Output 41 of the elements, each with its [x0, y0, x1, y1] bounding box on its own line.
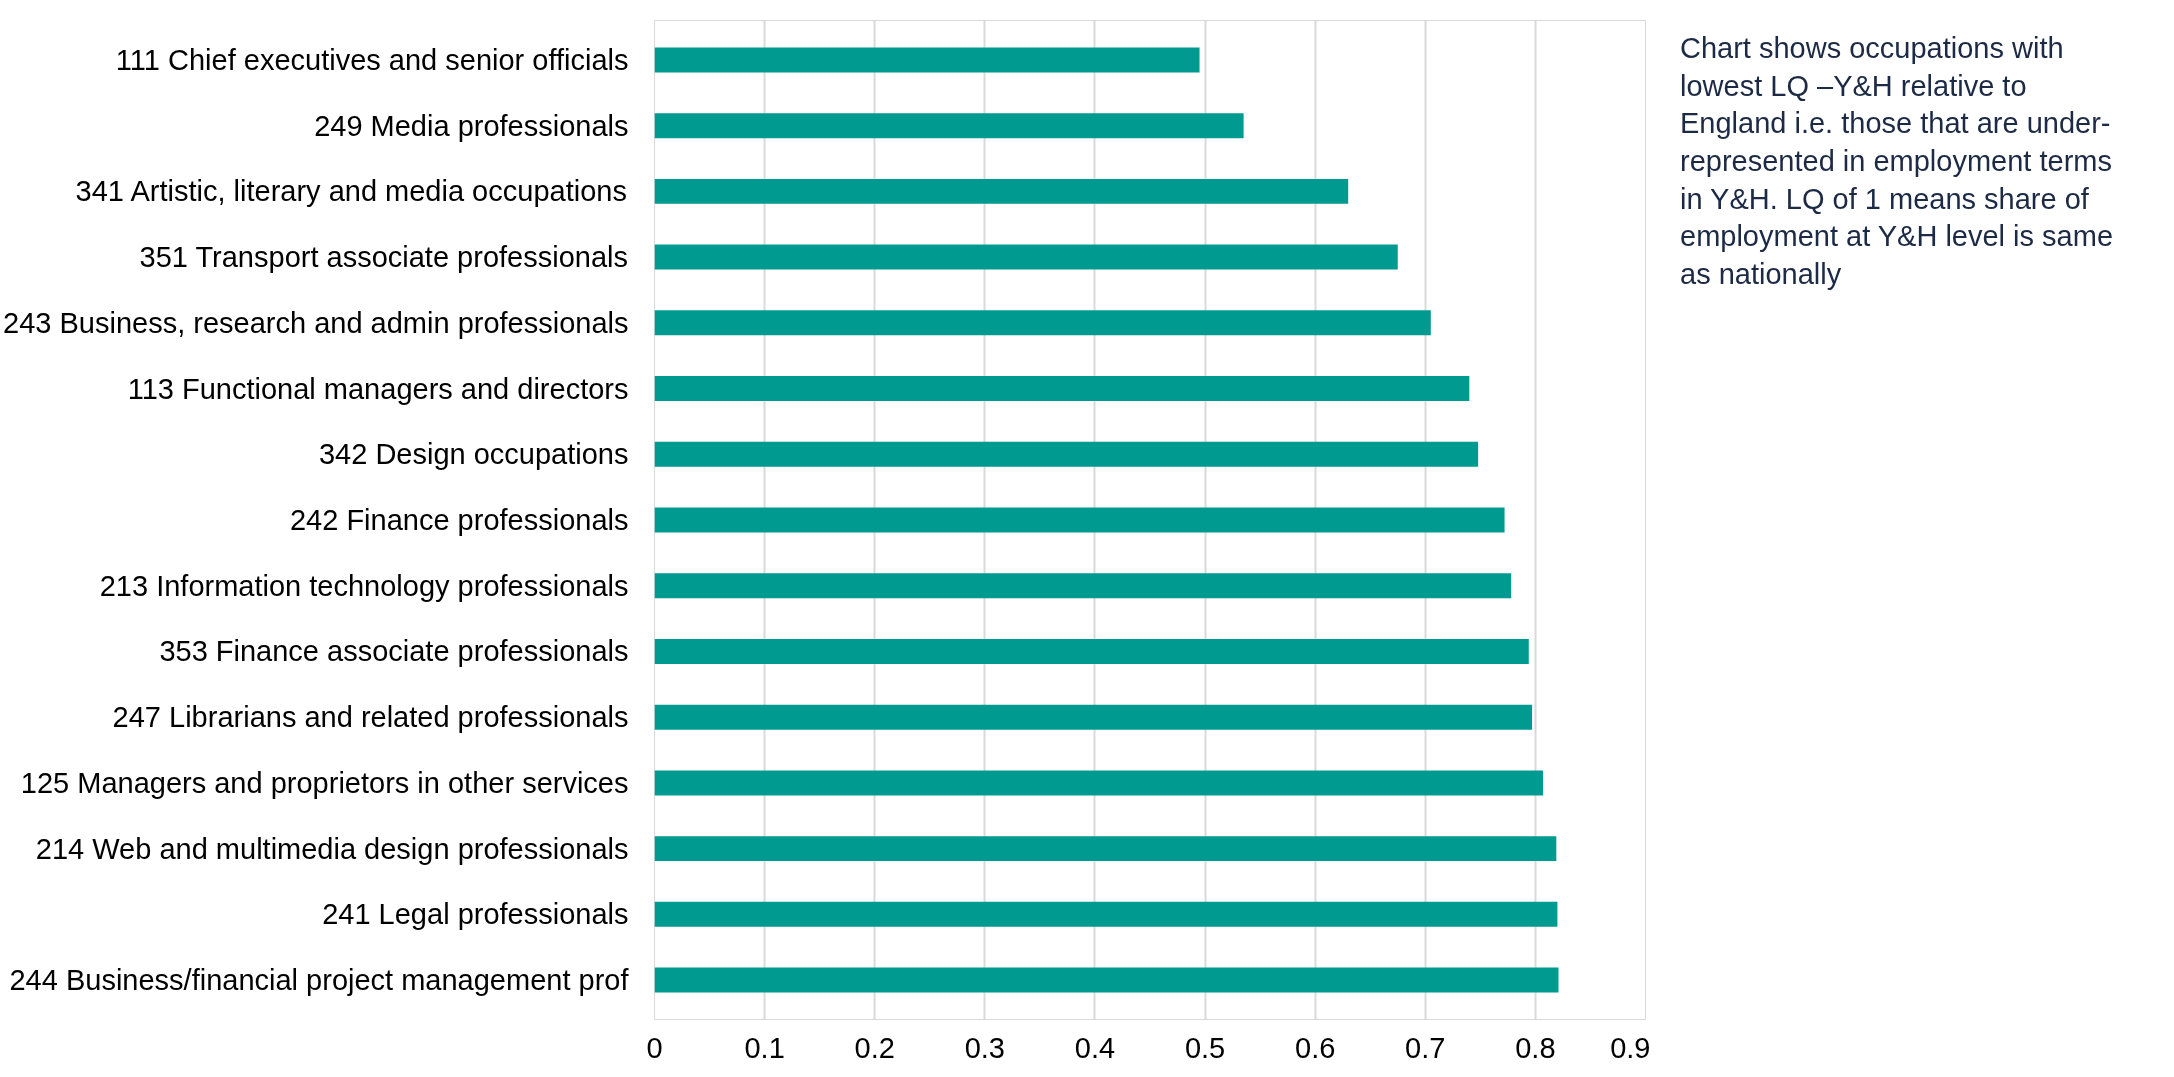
bar	[654, 507, 1505, 533]
y-tick-label: 351 Transport associate professionals	[139, 241, 628, 274]
bar	[654, 901, 1558, 927]
y-tick-label: 249 Media professionals	[314, 109, 629, 142]
x-tick-label: 0.7	[1405, 1031, 1446, 1064]
x-tick-label: 0.4	[1074, 1031, 1116, 1064]
y-tick-label: 247 Librarians and related professionals	[112, 701, 629, 734]
x-tick-label: 0.8	[1515, 1031, 1556, 1064]
bar	[654, 376, 1470, 402]
x-tick-label: 0.2	[854, 1031, 895, 1064]
bar	[654, 836, 1557, 862]
bar	[654, 967, 1559, 993]
y-tick-label: 125 Managers and proprietors in other services	[20, 766, 629, 799]
bar	[654, 178, 1349, 204]
bar	[654, 770, 1544, 796]
x-tick-label: 0.9	[1610, 1031, 1651, 1064]
bar	[654, 113, 1244, 139]
x-tick-label: 0.3	[964, 1031, 1005, 1064]
x-tick-label: 0.1	[744, 1031, 785, 1064]
y-tick-label: 244 Business/financial project management prof	[9, 964, 630, 997]
y-tick-label: 242 Finance professionals	[289, 504, 629, 536]
x-tick-label: 0	[646, 1031, 663, 1064]
x-tick-label: 0.6	[1295, 1031, 1336, 1064]
y-tick-label: 213 Information technology professionals	[99, 569, 629, 602]
y-tick-label: 341 Artistic, literary and media occupations	[75, 175, 627, 208]
text: Chart shows occupations with lowest LQ –Y&H relative to England i.e. those that are under-represented in employment terms in Y&H. LQ of 1 means share of employment at Y&H level is same as nationally	[1680, 31, 2115, 293]
x-tick-label: 0.5	[1184, 1031, 1226, 1064]
y-tick-label: 241 Legal professionals	[322, 898, 629, 931]
bar	[654, 244, 1398, 270]
bar	[654, 573, 1512, 599]
y-tick-label: 353 Finance associate professionals	[159, 635, 629, 668]
y-tick-label: 243 Business, research and admin professionals	[3, 306, 629, 339]
bar	[654, 704, 1533, 730]
y-tick-label: 111 Chief executives and senior officials	[115, 43, 629, 76]
y-tick-label: 113 Functional managers and directors	[127, 372, 629, 405]
bar	[654, 638, 1529, 664]
y-tick-label: 214 Web and multimedia design professionals	[35, 832, 629, 865]
y-tick-label: 342 Design occupations	[318, 438, 629, 471]
bar	[654, 441, 1479, 467]
bar	[654, 47, 1200, 73]
bar	[654, 310, 1431, 336]
